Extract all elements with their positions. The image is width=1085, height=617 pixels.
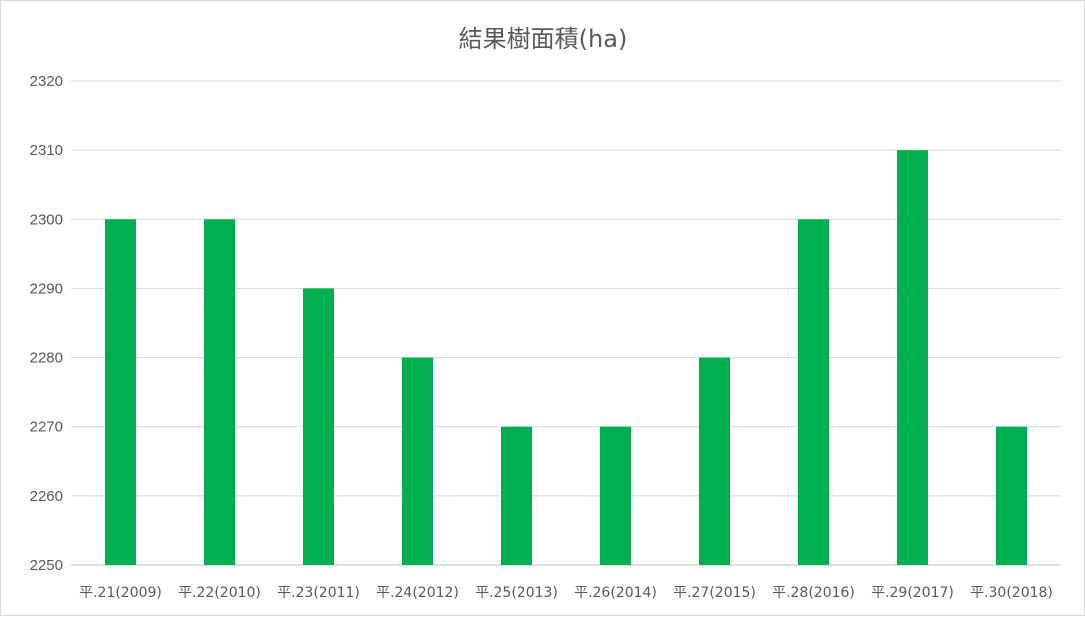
bars [105,150,1027,566]
bar [402,357,433,565]
bar [105,219,136,566]
y-tick-label: 2250 [30,557,63,574]
x-tick-label: 平.21(2009) [79,585,162,601]
y-tick-label: 2320 [30,73,63,90]
x-tick-label: 平.30(2018) [970,585,1053,601]
chart-title: 結果樹面積(ha) [459,25,628,53]
gridlines [71,80,1061,566]
bar [303,288,334,565]
y-tick-label: 2310 [30,142,63,159]
x-tick-label: 平.24(2012) [376,585,459,601]
bar [600,426,631,565]
y-tick-label: 2300 [30,211,63,228]
y-tick-label: 2290 [30,280,63,297]
x-tick-label: 平.28(2016) [772,585,855,601]
x-tick-label: 平.29(2017) [871,585,954,601]
x-tick-label: 平.26(2014) [574,585,657,601]
bar [204,219,235,566]
x-tick-label: 平.27(2015) [673,585,756,601]
y-tick-label: 2270 [30,419,63,436]
bar [996,426,1027,565]
x-tick-label: 平.23(2011) [277,585,360,601]
bar [897,150,928,565]
y-axis-ticks: 2250 2260 2270 2280 2290 2300 2310 2320 [30,73,63,574]
bar [798,219,829,566]
bar [699,357,730,565]
x-axis-ticks: 平.21(2009) 平.22(2010) 平.23(2011) 平.24(2012)… [79,585,1053,601]
y-tick-label: 2280 [30,350,63,367]
y-tick-label: 2260 [30,488,63,505]
x-tick-label: 平.25(2013) [475,585,558,601]
bar [501,426,532,565]
x-tick-label: 平.22(2010) [178,585,261,601]
